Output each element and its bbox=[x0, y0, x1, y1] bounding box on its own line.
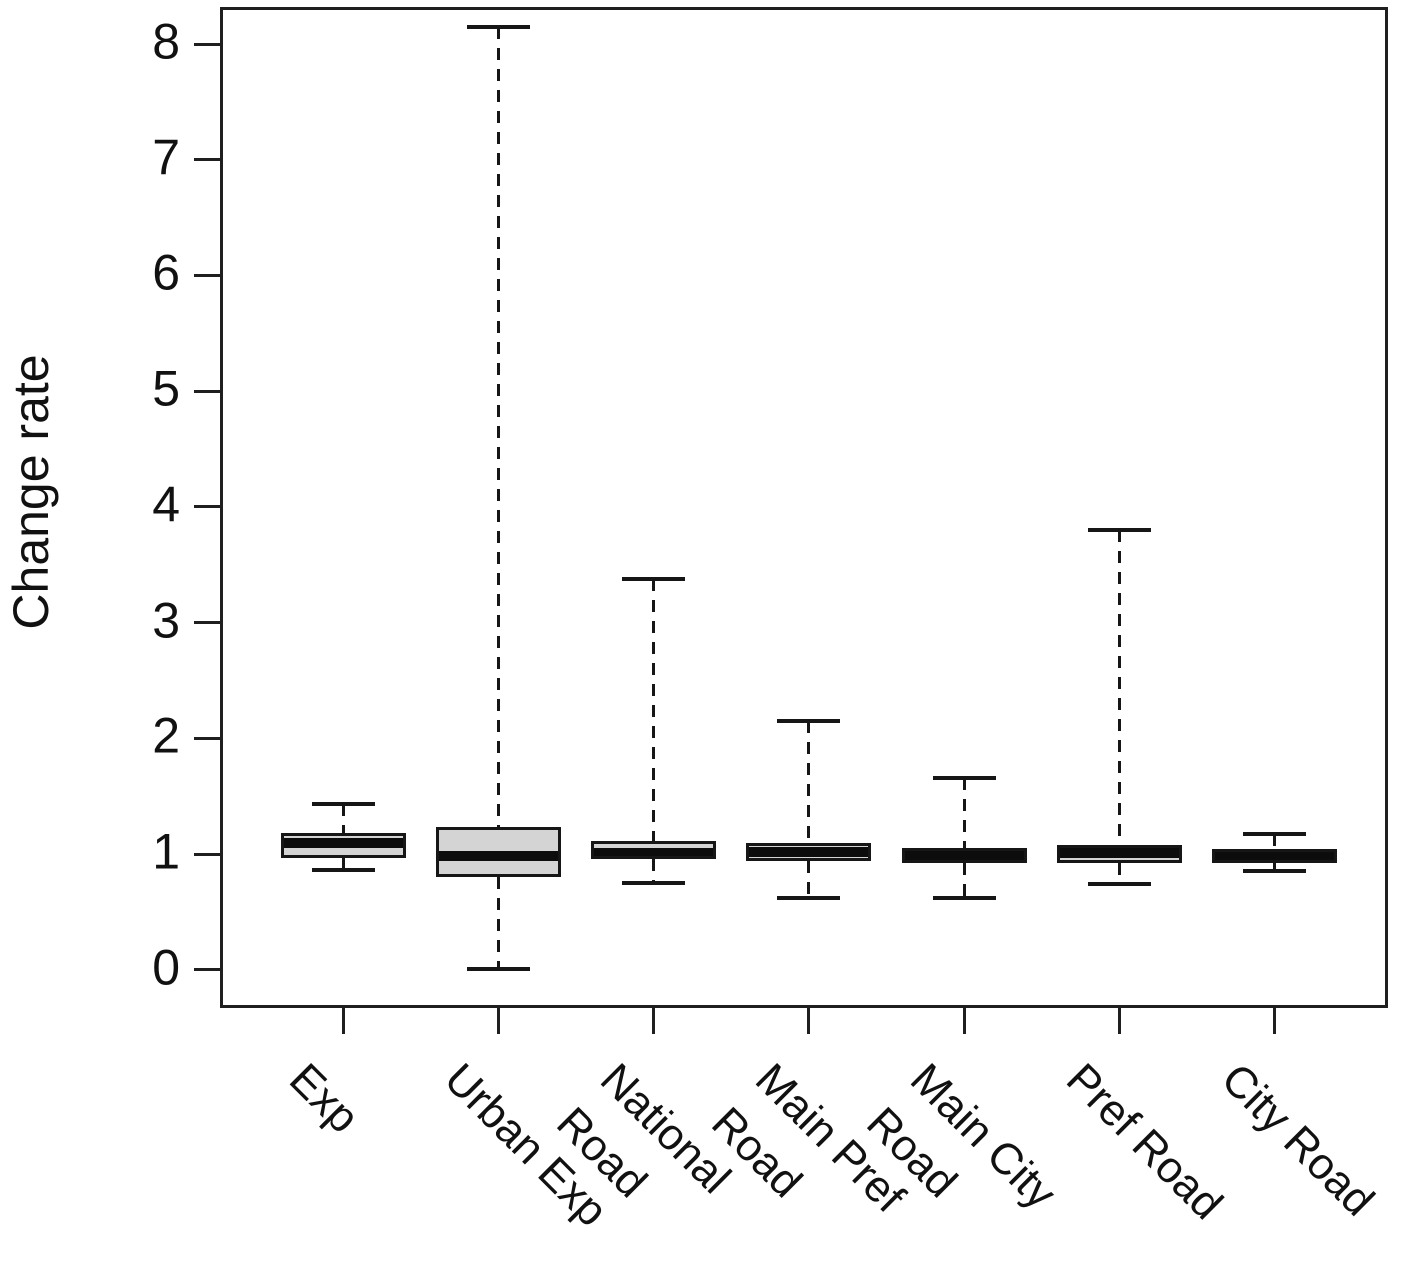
x-tick-label-main-city-road: Main City Road bbox=[857, 1054, 1066, 1219]
y-tick-mark bbox=[194, 852, 220, 856]
upper-whisker-cap-exp bbox=[311, 802, 375, 807]
x-tick-label-city-road: City Road bbox=[1212, 1054, 1384, 1226]
upper-whisker-cap-main-pref-road bbox=[777, 719, 841, 723]
y-tick-mark bbox=[194, 389, 220, 393]
median-national-road bbox=[594, 847, 714, 856]
upper-whisker-line-main-pref-road bbox=[807, 721, 811, 843]
x-tick-mark bbox=[962, 1008, 966, 1034]
median-pref-road bbox=[1060, 847, 1180, 858]
lower-whisker-cap-urban-exp bbox=[466, 966, 530, 971]
upper-whisker-line-exp bbox=[341, 804, 345, 834]
upper-whisker-line-pref-road bbox=[1118, 530, 1122, 845]
median-exp bbox=[283, 837, 403, 848]
y-tick-label-4: 4 bbox=[152, 476, 180, 533]
lower-whisker-cap-city-road bbox=[1243, 869, 1307, 874]
upper-whisker-cap-main-city-road bbox=[932, 775, 996, 780]
y-tick-mark bbox=[194, 505, 220, 509]
x-tick-mark bbox=[652, 1008, 656, 1034]
upper-whisker-cap-urban-exp bbox=[466, 24, 530, 29]
y-tick-label-1: 1 bbox=[152, 823, 180, 880]
upper-whisker-line-national-road bbox=[652, 578, 656, 842]
lower-whisker-cap-national-road bbox=[622, 881, 686, 886]
lower-whisker-line-main-pref-road bbox=[807, 861, 811, 899]
plot-area bbox=[220, 7, 1388, 1008]
y-tick-mark bbox=[194, 621, 220, 625]
y-tick-mark bbox=[194, 42, 220, 46]
lower-whisker-line-city-road bbox=[1273, 863, 1277, 872]
upper-whisker-line-city-road bbox=[1273, 834, 1277, 850]
lower-whisker-cap-pref-road bbox=[1088, 882, 1152, 887]
x-tick-label-exp: Exp bbox=[280, 1054, 369, 1143]
median-city-road bbox=[1215, 852, 1335, 861]
y-tick-mark bbox=[194, 968, 220, 972]
y-tick-label-2: 2 bbox=[152, 708, 180, 765]
y-tick-label-8: 8 bbox=[152, 13, 180, 70]
y-tick-label-7: 7 bbox=[152, 129, 180, 186]
y-tick-mark bbox=[194, 273, 220, 277]
median-urban-exp bbox=[438, 851, 558, 862]
x-tick-mark bbox=[1118, 1008, 1122, 1034]
lower-whisker-cap-exp bbox=[311, 868, 375, 873]
lower-whisker-cap-main-pref-road bbox=[777, 896, 841, 901]
lower-whisker-line-pref-road bbox=[1118, 863, 1122, 885]
y-tick-mark bbox=[194, 736, 220, 740]
x-tick-mark bbox=[496, 1008, 500, 1034]
x-tick-mark bbox=[1273, 1008, 1277, 1034]
upper-whisker-cap-pref-road bbox=[1088, 528, 1152, 533]
y-tick-label-0: 0 bbox=[152, 939, 180, 996]
upper-whisker-line-urban-exp bbox=[496, 26, 500, 828]
y-tick-label-3: 3 bbox=[152, 592, 180, 649]
x-tick-label-pref-road: Pref Road bbox=[1056, 1054, 1232, 1229]
median-main-city-road bbox=[904, 851, 1024, 861]
x-tick-mark bbox=[341, 1008, 345, 1034]
y-tick-label-5: 5 bbox=[152, 360, 180, 417]
upper-whisker-line-main-city-road bbox=[962, 777, 966, 849]
lower-whisker-line-national-road bbox=[652, 858, 656, 883]
lower-whisker-line-exp bbox=[341, 857, 345, 871]
upper-whisker-cap-national-road bbox=[622, 576, 686, 581]
y-tick-mark bbox=[194, 158, 220, 162]
upper-whisker-cap-city-road bbox=[1243, 832, 1307, 837]
x-tick-mark bbox=[807, 1008, 811, 1034]
y-tick-label-6: 6 bbox=[152, 245, 180, 302]
median-main-pref-road bbox=[749, 846, 869, 857]
lower-whisker-cap-main-city-road bbox=[932, 896, 996, 901]
lower-whisker-line-main-city-road bbox=[962, 863, 966, 899]
lower-whisker-line-urban-exp bbox=[496, 877, 500, 969]
